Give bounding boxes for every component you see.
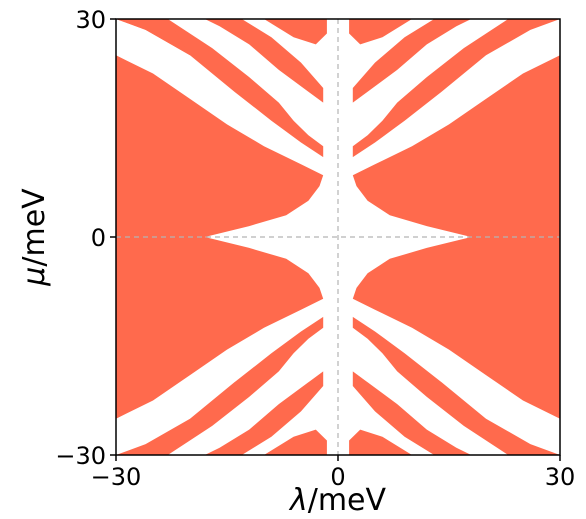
region-lower-left-band-b bbox=[204, 371, 324, 455]
y-axis-label: μ/meV bbox=[17, 188, 52, 287]
region-upper-right-band-b bbox=[352, 19, 472, 103]
region-left-upper-main bbox=[116, 55, 324, 237]
region-lower-right-band-a bbox=[352, 316, 560, 455]
region-lower-left-band-a bbox=[116, 316, 324, 455]
x-axis-label: λ/meV bbox=[288, 483, 387, 518]
region-lower-left-cap bbox=[264, 429, 327, 455]
region-upper-right-cap bbox=[349, 19, 412, 45]
plot-area bbox=[115, 18, 561, 456]
region-right-upper-main bbox=[352, 55, 560, 237]
y-tick-label: −30 bbox=[55, 442, 106, 470]
region-upper-left-cap bbox=[264, 19, 327, 45]
region-upper-right-band-a bbox=[352, 19, 560, 158]
x-axis-label-symbol: λ bbox=[288, 483, 308, 518]
x-tick-label: 0 bbox=[330, 463, 345, 491]
x-tick-label: −30 bbox=[91, 463, 142, 491]
y-axis-label-unit: /meV bbox=[17, 188, 52, 267]
y-tick-label: 30 bbox=[75, 6, 106, 34]
region-upper-left-band-a bbox=[116, 19, 324, 158]
region-upper-left-thin bbox=[116, 19, 190, 56]
region-left-lower-main bbox=[116, 237, 324, 419]
x-tick-label: 30 bbox=[545, 463, 576, 491]
region-right-lower-main bbox=[352, 237, 560, 419]
region-lower-right-cap bbox=[349, 429, 412, 455]
region-lower-right-band-b bbox=[352, 371, 472, 455]
x-axis-label-unit: /meV bbox=[308, 483, 387, 518]
y-axis-label-symbol: μ bbox=[17, 267, 52, 287]
axis-ticks: −30 0 30 −30 0 30 bbox=[55, 6, 575, 491]
y-tick-label: 0 bbox=[91, 224, 106, 252]
filled-regions bbox=[116, 19, 560, 455]
region-upper-left-band-b bbox=[204, 19, 324, 103]
